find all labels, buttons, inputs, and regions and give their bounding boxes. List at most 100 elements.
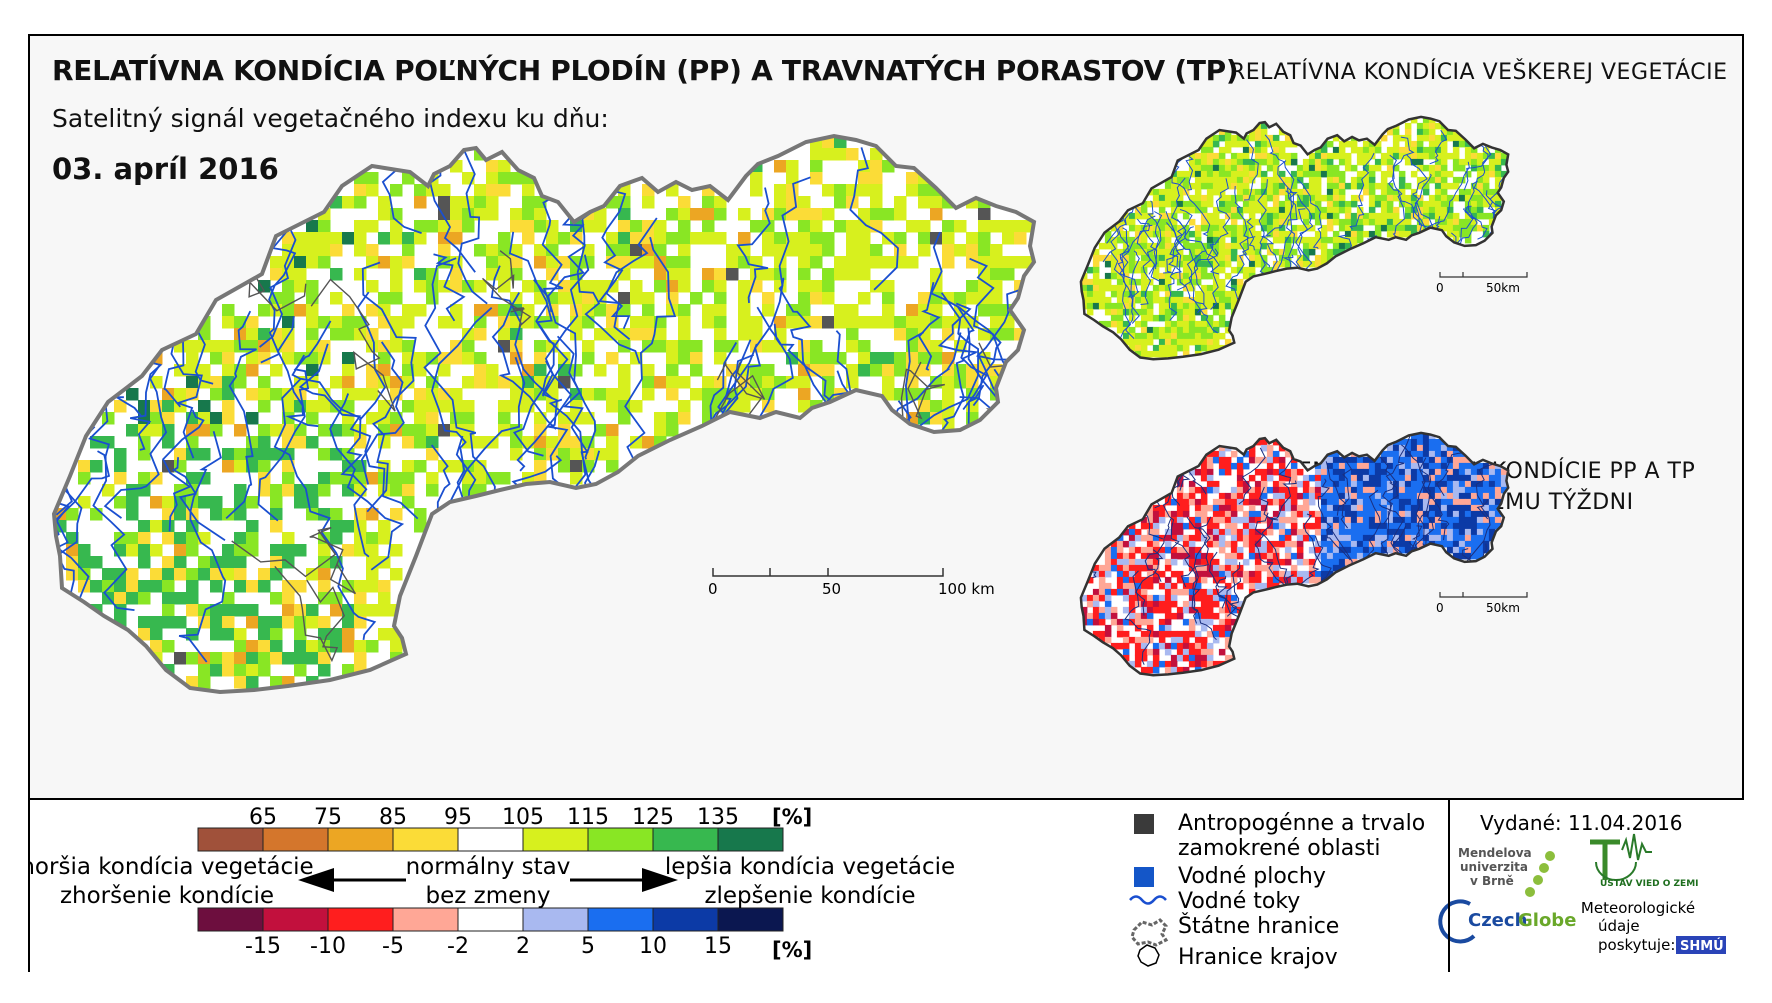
mendel-logo-line2: univerzita bbox=[1460, 860, 1528, 874]
rivers-swatch-icon bbox=[1129, 895, 1167, 905]
mendel-logo-line1: Mendelova bbox=[1458, 846, 1532, 860]
cond-ticks-label: 75 bbox=[314, 805, 342, 830]
chg-bar-cell bbox=[457, 907, 524, 932]
czechglobe-logo-part1: Czech bbox=[1468, 910, 1527, 931]
inset-vegetation-scale bbox=[1439, 272, 1528, 278]
water-bodies-swatch-icon bbox=[1134, 867, 1154, 887]
inset-vegetation-title: RELATÍVNA KONDÍCIA VEŠKEREJ VEGETÁCIE bbox=[1230, 60, 1728, 85]
chg-ticks-label: -5 bbox=[382, 934, 404, 959]
cond-ticks-label: 105 bbox=[502, 805, 544, 830]
shmu-logo-text: SHMÚ bbox=[1680, 938, 1724, 954]
map-date: 03. apríl 2016 bbox=[52, 152, 279, 186]
inset-change-map bbox=[1079, 431, 1510, 677]
cond-ticks-label: 125 bbox=[632, 805, 674, 830]
main-scale-label-50: 50 bbox=[822, 580, 841, 598]
chg-ticks-label: 5 bbox=[581, 934, 595, 959]
chg-ticks-label: 10 bbox=[639, 934, 667, 959]
chg-ticks-label: 15 bbox=[704, 934, 732, 959]
map-panel: RELATÍVNA KONDÍCIA POĽNÝCH PLODÍN (PP) A… bbox=[30, 36, 1744, 798]
map-title: RELATÍVNA KONDÍCIA POĽNÝCH PLODÍN (PP) A… bbox=[52, 54, 1239, 87]
condition-ticks: 65 75 85 95 105 115 125 135 bbox=[249, 805, 739, 830]
main-map-state-border bbox=[51, 133, 1037, 695]
worse-arrow-icon bbox=[298, 868, 406, 892]
inset-vegetation-map bbox=[1079, 115, 1510, 361]
region-border-label: Hranice krajov bbox=[1178, 945, 1338, 970]
figure-frame: RELATÍVNA KONDÍCIA POĽNÝCH PLODÍN (PP) A… bbox=[28, 34, 1744, 974]
better-condition-label: lepšia kondícia vegetácie bbox=[665, 854, 955, 880]
no-change-label: bez zmeny bbox=[426, 883, 551, 909]
change-colorbar bbox=[197, 907, 784, 932]
mendel-logo: Mendelova univerzita v Brně bbox=[1458, 846, 1555, 897]
cond-ticks-label: 85 bbox=[379, 805, 407, 830]
change-unit: [%] bbox=[772, 938, 812, 962]
legend-divider bbox=[1448, 800, 1450, 972]
inset-change-scale-50: 50km bbox=[1486, 601, 1520, 615]
worse-change-label: zhoršenie kondície bbox=[60, 883, 274, 909]
cond-bar-cell bbox=[327, 827, 394, 852]
inset-vegetation-border bbox=[1079, 115, 1510, 361]
anthropogenic-swatch-icon bbox=[1134, 814, 1154, 834]
shmu-logo: SHMÚ bbox=[1676, 936, 1726, 954]
worse-condition-label: horšia kondícia vegetácie bbox=[30, 854, 314, 880]
better-change-label: zlepšenie kondície bbox=[704, 883, 915, 909]
uvz-logo-text: ÚSTAV VIED O ZEMI bbox=[1600, 877, 1699, 889]
mendel-logo-line3: v Brně bbox=[1470, 874, 1514, 888]
main-map-pixels bbox=[54, 136, 1034, 689]
rivers-label: Vodné toky bbox=[1178, 889, 1300, 914]
inset-change-pixels bbox=[1080, 432, 1508, 674]
main-scale-label-0: 0 bbox=[708, 580, 718, 598]
legend-panel: 65 75 85 95 105 115 125 135 [%] -15 -10 -5 -2 2 5 10 1… bbox=[30, 798, 1744, 974]
anthropogenic-label-2: zamokrené oblasti bbox=[1178, 836, 1380, 861]
chg-ticks-label: -10 bbox=[310, 934, 346, 959]
map-subtitle: Satelitný signál vegetačného indexu ku d… bbox=[52, 104, 609, 133]
cond-ticks-label: 135 bbox=[697, 805, 739, 830]
chg-ticks-label: -15 bbox=[245, 934, 281, 959]
cond-ticks-label: 95 bbox=[444, 805, 472, 830]
chg-ticks-label: -2 bbox=[447, 934, 469, 959]
condition-unit: [%] bbox=[772, 805, 812, 829]
chg-bar-cell bbox=[262, 907, 329, 932]
main-scale-bar bbox=[712, 568, 944, 577]
cond-bar-cell bbox=[587, 827, 654, 852]
anthropogenic-label: Antropogénne a trvalo bbox=[1178, 811, 1425, 836]
chg-bar-cell bbox=[717, 907, 784, 932]
uvz-logo: ÚSTAV VIED O ZEMI bbox=[1590, 833, 1699, 889]
cond-ticks-label: 115 bbox=[567, 805, 609, 830]
chg-bar-cell bbox=[587, 907, 654, 932]
meteo-line2: údaje bbox=[1598, 917, 1640, 935]
normal-state-label: normálny stav bbox=[406, 854, 571, 880]
chg-ticks-label: 2 bbox=[516, 934, 530, 959]
inset-change-scale-0: 0 bbox=[1436, 601, 1444, 615]
cond-bar-cell bbox=[197, 827, 264, 852]
cond-bar-cell bbox=[522, 827, 589, 852]
inset-change-scale bbox=[1439, 592, 1528, 598]
change-ticks: -15 -10 -5 -2 2 5 10 15 bbox=[245, 934, 732, 959]
meteo-line3: poskytuje: bbox=[1598, 936, 1675, 954]
state-border-swatch-icon bbox=[1130, 918, 1169, 947]
maps-svg: 0 50 100 km 0 50km bbox=[51, 115, 1528, 695]
state-border-label: Štátne hranice bbox=[1178, 913, 1339, 939]
chg-bar-cell bbox=[327, 907, 394, 932]
chg-bar-cell bbox=[197, 907, 264, 932]
cond-bar-cell bbox=[457, 827, 524, 852]
inset-vegetation-scale-50: 50km bbox=[1486, 281, 1520, 295]
inset-change-border bbox=[1079, 431, 1510, 677]
cond-bar-cell bbox=[392, 827, 459, 852]
water-bodies-label: Vodné plochy bbox=[1178, 864, 1326, 889]
cond-bar-cell bbox=[652, 827, 719, 852]
czechglobe-logo-part2: Globe bbox=[1518, 910, 1576, 931]
region-border-swatch-icon bbox=[1137, 944, 1160, 967]
chg-bar-cell bbox=[392, 907, 459, 932]
meteo-line1: Meteorologické bbox=[1581, 899, 1695, 917]
better-arrow-icon bbox=[570, 868, 678, 892]
legend-svg: 65 75 85 95 105 115 125 135 [%] -15 -10 -5 -2 2 5 10 1… bbox=[30, 805, 1726, 970]
cond-bar-cell bbox=[262, 827, 329, 852]
inset-vegetation-scale-0: 0 bbox=[1436, 281, 1444, 295]
condition-colorbar bbox=[197, 827, 784, 852]
main-scale-label-100: 100 km bbox=[938, 580, 995, 598]
issued-date: Vydané: 11.04.2016 bbox=[1480, 811, 1683, 835]
cond-bar-cell bbox=[717, 827, 784, 852]
cond-ticks-label: 65 bbox=[249, 805, 277, 830]
chg-bar-cell bbox=[652, 907, 719, 932]
czechglobe-logo: Czech Globe bbox=[1438, 899, 1576, 944]
